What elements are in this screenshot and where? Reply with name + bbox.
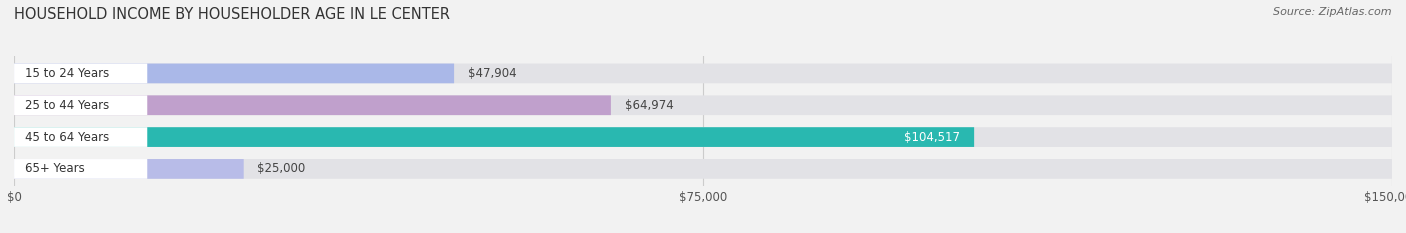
FancyBboxPatch shape — [14, 159, 1392, 179]
FancyBboxPatch shape — [14, 64, 148, 83]
FancyBboxPatch shape — [14, 95, 1392, 115]
Text: $64,974: $64,974 — [624, 99, 673, 112]
Text: 65+ Years: 65+ Years — [25, 162, 84, 175]
FancyBboxPatch shape — [14, 64, 1392, 83]
FancyBboxPatch shape — [14, 64, 454, 83]
FancyBboxPatch shape — [14, 95, 148, 115]
Text: $25,000: $25,000 — [257, 162, 305, 175]
Text: $47,904: $47,904 — [468, 67, 516, 80]
Text: 25 to 44 Years: 25 to 44 Years — [25, 99, 110, 112]
Text: HOUSEHOLD INCOME BY HOUSEHOLDER AGE IN LE CENTER: HOUSEHOLD INCOME BY HOUSEHOLDER AGE IN L… — [14, 7, 450, 22]
FancyBboxPatch shape — [14, 127, 148, 147]
Text: 45 to 64 Years: 45 to 64 Years — [25, 130, 110, 144]
Text: 15 to 24 Years: 15 to 24 Years — [25, 67, 110, 80]
FancyBboxPatch shape — [14, 95, 610, 115]
FancyBboxPatch shape — [14, 159, 148, 179]
FancyBboxPatch shape — [14, 159, 243, 179]
Text: $104,517: $104,517 — [904, 130, 960, 144]
FancyBboxPatch shape — [14, 127, 974, 147]
FancyBboxPatch shape — [14, 127, 1392, 147]
Text: Source: ZipAtlas.com: Source: ZipAtlas.com — [1274, 7, 1392, 17]
